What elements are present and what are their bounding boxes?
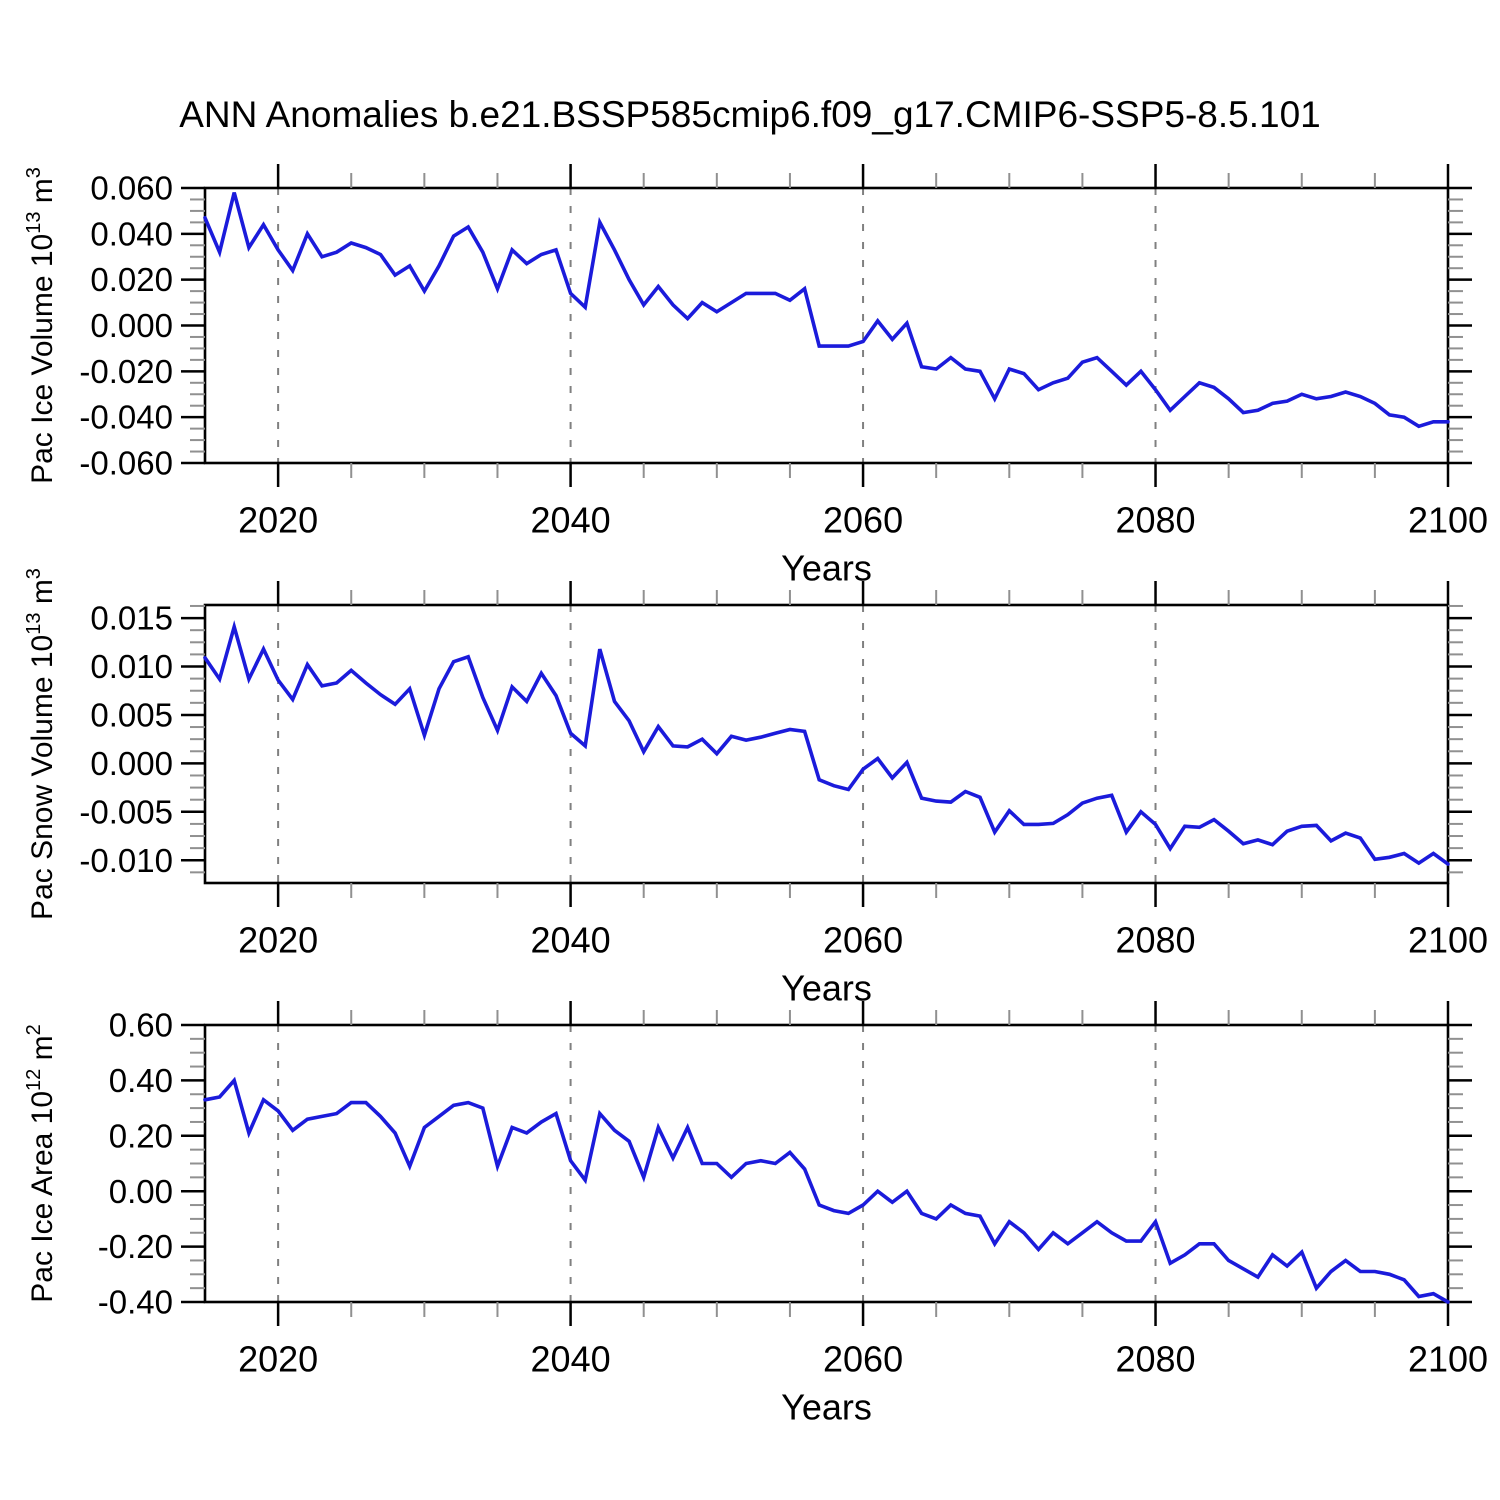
panel-pac-ice-volume: 0.060 0.040 0.020 0.000 -0.020 -0.040 -0.060 20…: [23, 164, 1488, 589]
y-ticks: 0.60 0.40 0.20 0.00 -0.20 -0.40: [98, 1007, 1472, 1321]
y-tick-label: -0.040: [79, 399, 173, 436]
x-labels: 2020 2040 2060 2080 2100 Years: [238, 1339, 1488, 1428]
plot-box: [203, 186, 1450, 465]
y-tick-label: 0.60: [109, 1007, 173, 1044]
x-tick-label: 2020: [238, 500, 318, 541]
y-tick-label: -0.060: [79, 445, 173, 482]
pac-ice-area-line: [203, 1076, 1450, 1304]
x-axis-title: Years: [781, 548, 872, 589]
x-tick-label: 2040: [531, 500, 611, 541]
y-axis-title: Pac Ice Area 1012 m2: [23, 1024, 59, 1303]
plot-box: [203, 1023, 1450, 1304]
y-tick-label: -0.20: [98, 1228, 173, 1265]
x-tick-label: 2100: [1408, 920, 1488, 961]
y-ticks: 0.060 0.040 0.020 0.000 -0.020 -0.040 -0.060: [79, 170, 1472, 482]
x-ticks: [276, 1001, 1450, 1326]
x-tick-label: 2080: [1115, 500, 1195, 541]
x-tick-label: 2040: [531, 1339, 611, 1380]
y-tick-label: 0.000: [90, 745, 173, 782]
y-axis-title: Pac Ice Volume 1013 m3: [23, 167, 59, 484]
x-ticks: [276, 164, 1450, 487]
x-labels: 2020 2040 2060 2080 2100 Years: [238, 500, 1488, 589]
x-tick-label: 2040: [531, 920, 611, 961]
y-tick-label: -0.010: [79, 842, 173, 879]
chart-title: ANN Anomalies b.e21.BSSP585cmip6.f09_g17…: [179, 94, 1321, 135]
gridlines: [277, 1025, 1449, 1302]
x-tick-label: 2080: [1115, 1339, 1195, 1380]
panel-pac-snow-volume: 0.015 0.010 0.005 0.000 -0.005 -0.010 2020 2040…: [23, 568, 1488, 1009]
x-tick-label: 2020: [238, 920, 318, 961]
x-labels: 2020 2040 2060 2080 2100 Years: [238, 920, 1488, 1009]
gridlines: [277, 605, 1449, 883]
y-tick-label: 0.020: [90, 261, 173, 298]
x-tick-label: 2100: [1408, 1339, 1488, 1380]
y-tick-label: 0.40: [109, 1062, 173, 1099]
x-axis-title: Years: [781, 1387, 872, 1428]
y-tick-label: 0.060: [90, 170, 173, 207]
x-tick-label: 2060: [823, 1339, 903, 1380]
x-tick-label: 2080: [1115, 920, 1195, 961]
y-tick-label: 0.20: [109, 1117, 173, 1154]
y-tick-label: -0.40: [98, 1284, 173, 1321]
y-tick-label: 0.005: [90, 696, 173, 733]
x-tick-label: 2060: [823, 920, 903, 961]
y-tick-label: -0.020: [79, 353, 173, 390]
y-tick-label: 0.00: [109, 1173, 173, 1210]
x-tick-label: 2060: [823, 500, 903, 541]
y-tick-label: 0.000: [90, 307, 173, 344]
plot-box: [203, 603, 1450, 885]
y-ticks: 0.015 0.010 0.005 0.000 -0.005 -0.010: [79, 600, 1472, 879]
y-tick-label: 0.040: [90, 215, 173, 252]
pac-ice-volume-line: [203, 192, 1450, 429]
gridlines: [277, 188, 1449, 463]
x-ticks: [276, 581, 1450, 907]
pac-snow-volume-line: [203, 620, 1450, 866]
y-tick-label: -0.005: [79, 793, 173, 830]
x-tick-label: 2020: [238, 1339, 318, 1380]
x-axis-title: Years: [781, 968, 872, 1009]
x-tick-label: 2100: [1408, 500, 1488, 541]
y-tick-label: 0.010: [90, 648, 173, 685]
y-axis-title: Pac Snow Volume 1013 m3: [23, 568, 59, 920]
y-tick-label: 0.015: [90, 600, 173, 637]
